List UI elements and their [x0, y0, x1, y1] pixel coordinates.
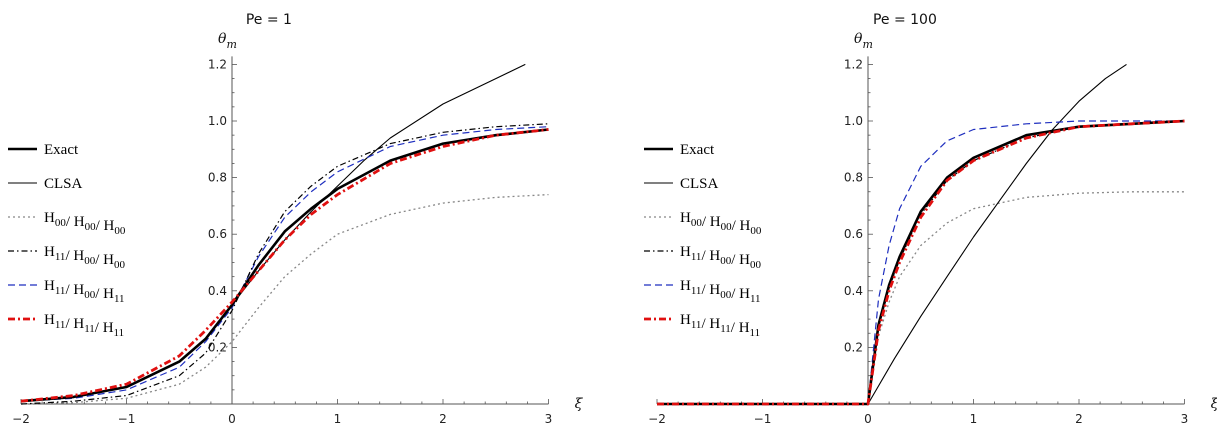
- legend-label: Exact: [680, 142, 715, 158]
- y-axis-label: θm: [854, 31, 873, 51]
- chart-panel-1: Pe = 1 −2 −1 0 1 2 3 0.2 0.4 0.6 0.8 1.0 1.2 ξ θm Exact…: [8, 12, 584, 426]
- x-tick-label: 3: [1181, 412, 1189, 426]
- chart-title: Pe = 1: [246, 12, 292, 28]
- series-line-3: [20, 193, 549, 405]
- legend-label: H11/ H11/ H11: [680, 312, 760, 339]
- legend-label: H00/ H00/ H00: [44, 210, 126, 237]
- series-line-4: [20, 123, 549, 405]
- x-tick-label: 0: [864, 412, 872, 426]
- y-tick-label: 0.4: [208, 284, 227, 298]
- y-tick-label: 0.6: [208, 227, 227, 241]
- legend-label: Exact: [44, 142, 79, 158]
- y-tick-label: 1.0: [844, 114, 863, 128]
- legend-label: CLSA: [44, 176, 83, 192]
- x-tick-label: 2: [1075, 412, 1083, 426]
- y-tick-label: 1.2: [844, 57, 863, 71]
- legend: Exact CLSA H00/ H00/ H00 H11/ H00/ H00 H11/ …: [644, 142, 762, 339]
- series-line-2: [867, 63, 1127, 405]
- y-tick-label: 0.8: [844, 171, 863, 185]
- x-tick-label: 0: [228, 412, 236, 426]
- x-tick-label: 2: [439, 412, 447, 426]
- y-tick-label: 0.2: [844, 340, 863, 354]
- x-tick-label: 3: [545, 412, 553, 426]
- x-tick-label: −1: [754, 412, 772, 426]
- y-axis-label: θm: [218, 31, 237, 51]
- x-tick-label: −1: [118, 412, 136, 426]
- series-line-6: [657, 119, 1185, 406]
- chart-title: Pe = 100: [873, 12, 937, 28]
- legend-label: H11/ H11/ H11: [44, 312, 124, 339]
- x-tick-label: −2: [648, 412, 666, 426]
- y-tick-label: 1.2: [208, 57, 227, 71]
- series-line-2: [231, 63, 526, 306]
- y-tick-label: 0.2: [208, 340, 227, 354]
- x-tick-label: −2: [12, 412, 30, 426]
- y-tick-label: 1.0: [208, 114, 227, 128]
- legend-label: H11/ H00/ H00: [680, 244, 761, 271]
- series-line-6: [20, 128, 549, 403]
- legend-label: CLSA: [680, 176, 719, 192]
- x-tick-label: 1: [970, 412, 978, 426]
- legend-label: H11/ H00/ H11: [44, 278, 125, 305]
- legend-label: H11/ H00/ H00: [44, 244, 125, 271]
- y-tick-label: 0.4: [844, 284, 863, 298]
- legend-label: H11/ H00/ H11: [680, 278, 761, 305]
- y-tick-label: 0.8: [208, 171, 227, 185]
- y-tick-label: 0.6: [844, 227, 863, 241]
- legend: Exact CLSA H00/ H00/ H00 H11/ H00/ H00 H11/ …: [8, 142, 126, 339]
- series-line-5: [20, 126, 549, 402]
- chart-panel-2: Pe = 100 −2 −1 0 1 2 3 0.2 0.4 0.6 0.8 1.0 1.2 ξ θm Exa…: [644, 12, 1217, 426]
- legend-label: H00/ H00/ H00: [680, 210, 762, 237]
- x-tick-label: 1: [334, 412, 342, 426]
- series-line-1: [20, 128, 549, 403]
- x-axis-label: ξ: [1211, 396, 1217, 412]
- x-axis-label: ξ: [575, 396, 584, 412]
